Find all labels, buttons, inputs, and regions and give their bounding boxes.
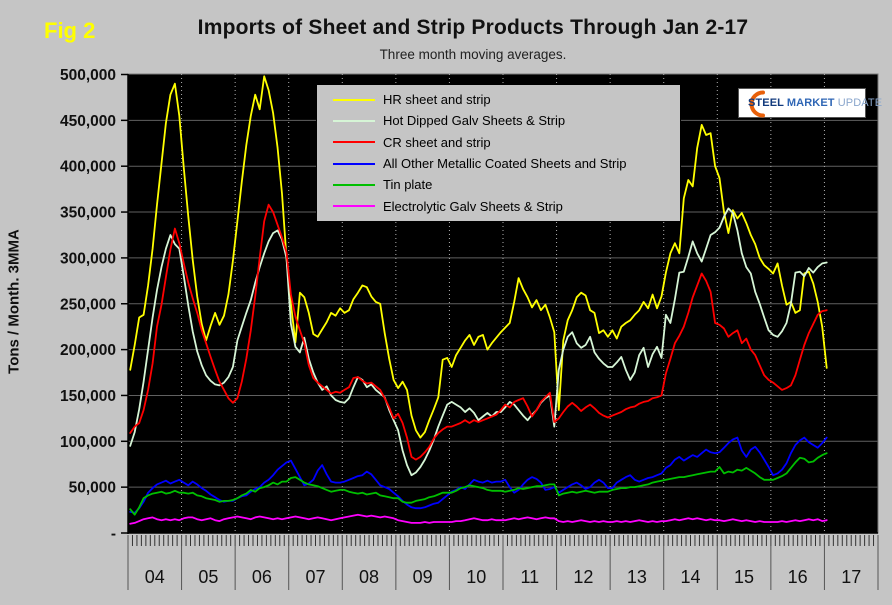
x-year-label: 05 — [198, 567, 218, 587]
legend-line-swatch — [333, 98, 375, 101]
legend-label: Hot Dipped Galv Sheets & Strip — [383, 113, 566, 129]
y-tick-label: 350,000 — [60, 205, 116, 222]
y-tick-label: 250,000 — [60, 296, 116, 313]
x-year-label: 04 — [145, 567, 165, 587]
legend-line-swatch — [333, 119, 375, 122]
legend-label: Tin plate — [383, 177, 433, 193]
y-tick-label: - — [111, 526, 116, 543]
logo-word-market: MARKET — [786, 97, 835, 109]
x-year-label: 08 — [359, 567, 379, 587]
series-line-5 — [129, 513, 828, 525]
legend-label: HR sheet and strip — [383, 92, 491, 108]
y-tick-label: 450,000 — [60, 113, 116, 130]
x-year-label: 09 — [413, 567, 433, 587]
x-year-label: 17 — [841, 567, 861, 587]
series-line-0 — [129, 75, 828, 439]
x-year-label: 14 — [680, 567, 700, 587]
logo-word-update: UPDATE — [837, 97, 883, 109]
orange-swoosh-icon — [749, 90, 765, 118]
legend-item-5: Electrolytic Galv Sheets & Strip — [333, 197, 680, 215]
x-year-label: 16 — [788, 567, 808, 587]
x-year-label: 15 — [734, 567, 754, 587]
logo-word-steel: STEEL — [748, 97, 784, 109]
legend-item-0: HR sheet and strip — [333, 91, 680, 109]
figure-label: Fig 2 — [44, 18, 96, 43]
y-tick-label: 50,000 — [69, 480, 116, 497]
legend-item-4: Tin plate — [333, 176, 680, 194]
y-tick-label: 200,000 — [60, 342, 116, 359]
y-tick-label: 400,000 — [60, 159, 116, 176]
legend-line-swatch — [333, 162, 375, 165]
legend-label: All Other Metallic Coated Sheets and Str… — [383, 156, 627, 172]
legend-label: Electrolytic Galv Sheets & Strip — [383, 198, 563, 214]
x-year-label: 10 — [466, 567, 486, 587]
series-line-4 — [129, 452, 828, 516]
y-tick-label: 100,000 — [60, 434, 116, 451]
series-line-3 — [129, 436, 828, 514]
legend-item-2: CR sheet and strip — [333, 133, 680, 151]
x-year-label: 13 — [627, 567, 647, 587]
x-year-label: 07 — [305, 567, 325, 587]
series-line-2 — [129, 203, 828, 461]
legend-label: CR sheet and strip — [383, 134, 491, 150]
chart-legend: HR sheet and strip Hot Dipped Galv Sheets… — [316, 84, 681, 222]
legend-item-1: Hot Dipped Galv Sheets & Strip — [333, 112, 680, 130]
x-year-label: 11 — [520, 567, 539, 587]
legend-line-swatch — [333, 141, 375, 144]
legend-item-3: All Other Metallic Coated Sheets and Str… — [333, 155, 680, 173]
steel-market-update-logo: STEEL MARKET UPDATE — [738, 88, 882, 118]
chart-subtitle: Three month moving averages. — [379, 47, 567, 62]
x-year-label: 06 — [252, 567, 272, 587]
y-tick-label: 150,000 — [60, 388, 116, 405]
series-line-1 — [129, 207, 828, 477]
chart-title: Imports of Sheet and Strip Products Thro… — [197, 16, 749, 39]
y-tick-label: 300,000 — [60, 250, 116, 267]
logo-text: STEEL MARKET UPDATE — [748, 97, 882, 109]
y-tick-label: 500,000 — [60, 67, 116, 84]
legend-line-swatch — [333, 205, 375, 208]
x-year-label: 12 — [573, 567, 593, 587]
legend-line-swatch — [333, 183, 375, 186]
